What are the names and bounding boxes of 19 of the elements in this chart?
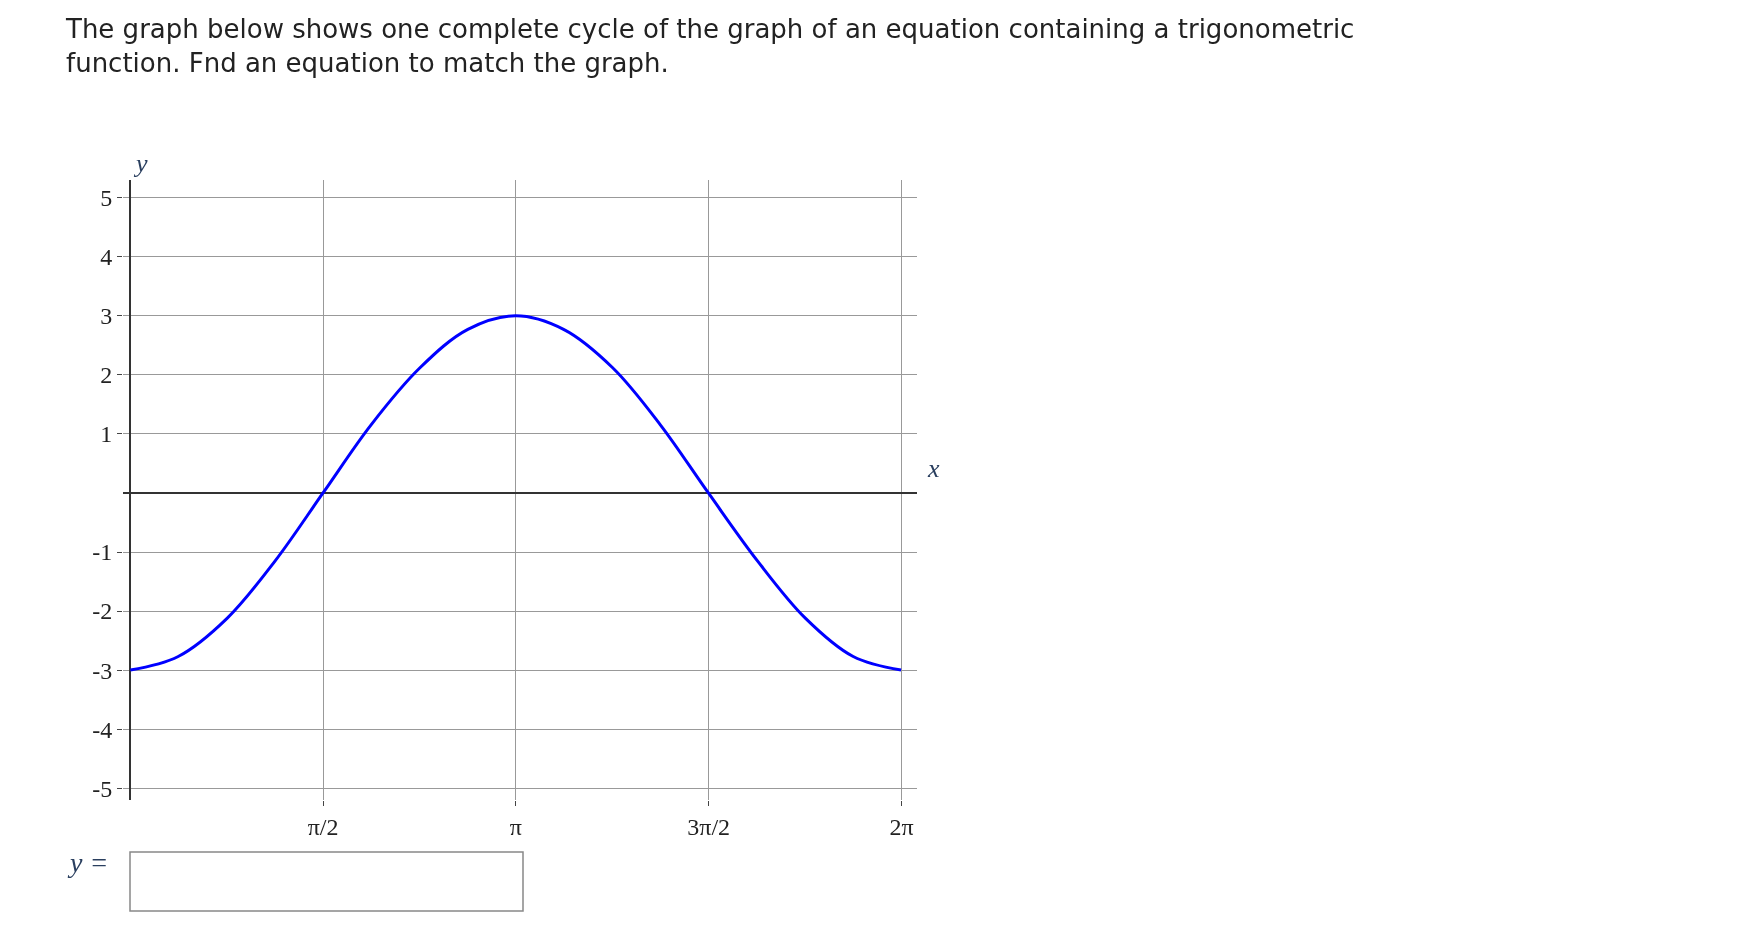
- chart-title: The graph below shows one complete cycle of the graph of an equation containing a trigonometric function. Fnd an equation to match the graph.: [65, 14, 1355, 78]
- y-tick-label: -1: [92, 539, 113, 566]
- line-series: [128, 314, 903, 672]
- x-tick-label: π/2: [307, 813, 339, 840]
- y-tick-label: -2: [92, 598, 113, 625]
- y-tick-label: 1: [100, 421, 113, 448]
- y-tick-label: 4: [100, 244, 113, 271]
- y-tick-label: 3: [100, 303, 113, 330]
- text: y =: [67, 847, 109, 878]
- x-axis-title: x: [927, 454, 940, 483]
- y-axis-title: y: [133, 149, 148, 178]
- x-tick-label: 3π/2: [687, 813, 731, 840]
- y-tick-label: 2: [100, 362, 113, 389]
- y-tick-label: -3: [92, 657, 113, 684]
- x-tick-label: π: [509, 813, 522, 840]
- y-tick-label: -4: [92, 716, 113, 743]
- y-tick-label: -5: [92, 775, 113, 802]
- y-tick-label: 5: [100, 185, 113, 212]
- x-tick-label: 2π: [889, 813, 914, 840]
